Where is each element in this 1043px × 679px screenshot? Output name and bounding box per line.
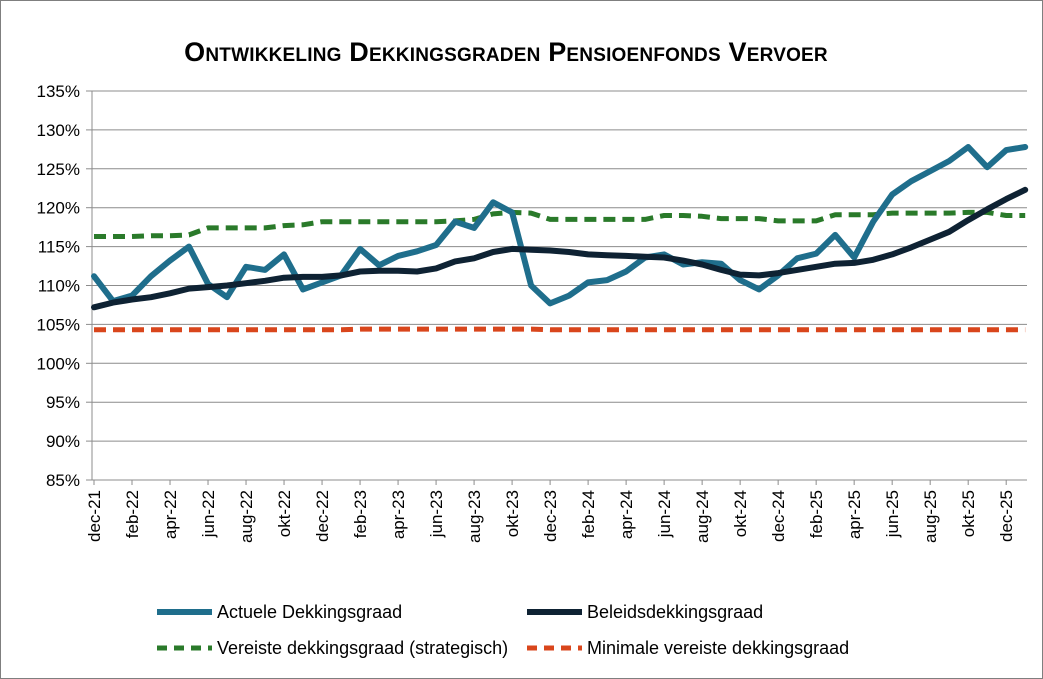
- x-tick-label: dec-22: [313, 490, 332, 542]
- y-tick-label: 130%: [37, 121, 80, 140]
- x-tick-label: okt-22: [275, 490, 294, 537]
- y-tick-label: 125%: [37, 160, 80, 179]
- y-tick-label: 110%: [38, 277, 80, 296]
- x-tick-label: jun-23: [427, 490, 446, 538]
- legend-label-2: Vereiste dekkingsgraad (strategisch): [217, 638, 508, 658]
- x-tick-label: jun-22: [199, 490, 218, 538]
- y-tick-label: 95%: [46, 393, 80, 412]
- x-tick-label: aug-24: [693, 490, 712, 543]
- x-tick-label: okt-25: [959, 490, 978, 537]
- series-line-3: [94, 326, 1026, 333]
- x-tick-label: apr-22: [161, 490, 180, 539]
- x-tick-label: okt-23: [503, 490, 522, 537]
- x-tick-label: okt-24: [731, 490, 750, 537]
- x-tick-label: feb-24: [579, 490, 598, 538]
- series-line-2: [94, 209, 1026, 239]
- x-tick-label: dec-25: [997, 490, 1016, 542]
- y-tick-label: 100%: [37, 354, 80, 373]
- x-tick-label: aug-25: [921, 490, 940, 543]
- legend-label-3: Minimale vereiste dekkingsgraad: [587, 638, 849, 658]
- x-tick-label: feb-22: [123, 490, 142, 538]
- series-line-0: [91, 144, 1029, 307]
- x-tick-label: jun-24: [655, 490, 674, 538]
- y-tick-label: 105%: [37, 315, 80, 334]
- x-tick-label: apr-23: [389, 490, 408, 539]
- x-tick-label: apr-25: [845, 490, 864, 539]
- x-tick-label: feb-23: [351, 490, 370, 538]
- x-tick-label: dec-23: [541, 490, 560, 542]
- x-tick-label: aug-22: [237, 490, 256, 543]
- x-tick-label: jun-25: [883, 490, 902, 538]
- y-tick-label: 85%: [46, 471, 80, 490]
- y-tick-label: 120%: [37, 199, 80, 218]
- legend-label-0: Actuele Dekkingsgraad: [217, 602, 402, 622]
- y-tick-label: 90%: [46, 432, 80, 451]
- chart-title: Ontwikkeling Dekkingsgraden Pensioenfond…: [184, 37, 828, 67]
- y-tick-label: 135%: [37, 82, 80, 101]
- x-tick-label: aug-23: [465, 490, 484, 543]
- x-tick-label: dec-24: [769, 490, 788, 542]
- y-tick-label: 115%: [38, 238, 80, 257]
- series-line-1: [91, 186, 1029, 311]
- legend-label-1: Beleidsdekkingsgraad: [587, 602, 763, 622]
- x-tick-label: feb-25: [807, 490, 826, 538]
- x-tick-label: dec-21: [85, 490, 104, 542]
- x-tick-label: apr-24: [617, 490, 636, 539]
